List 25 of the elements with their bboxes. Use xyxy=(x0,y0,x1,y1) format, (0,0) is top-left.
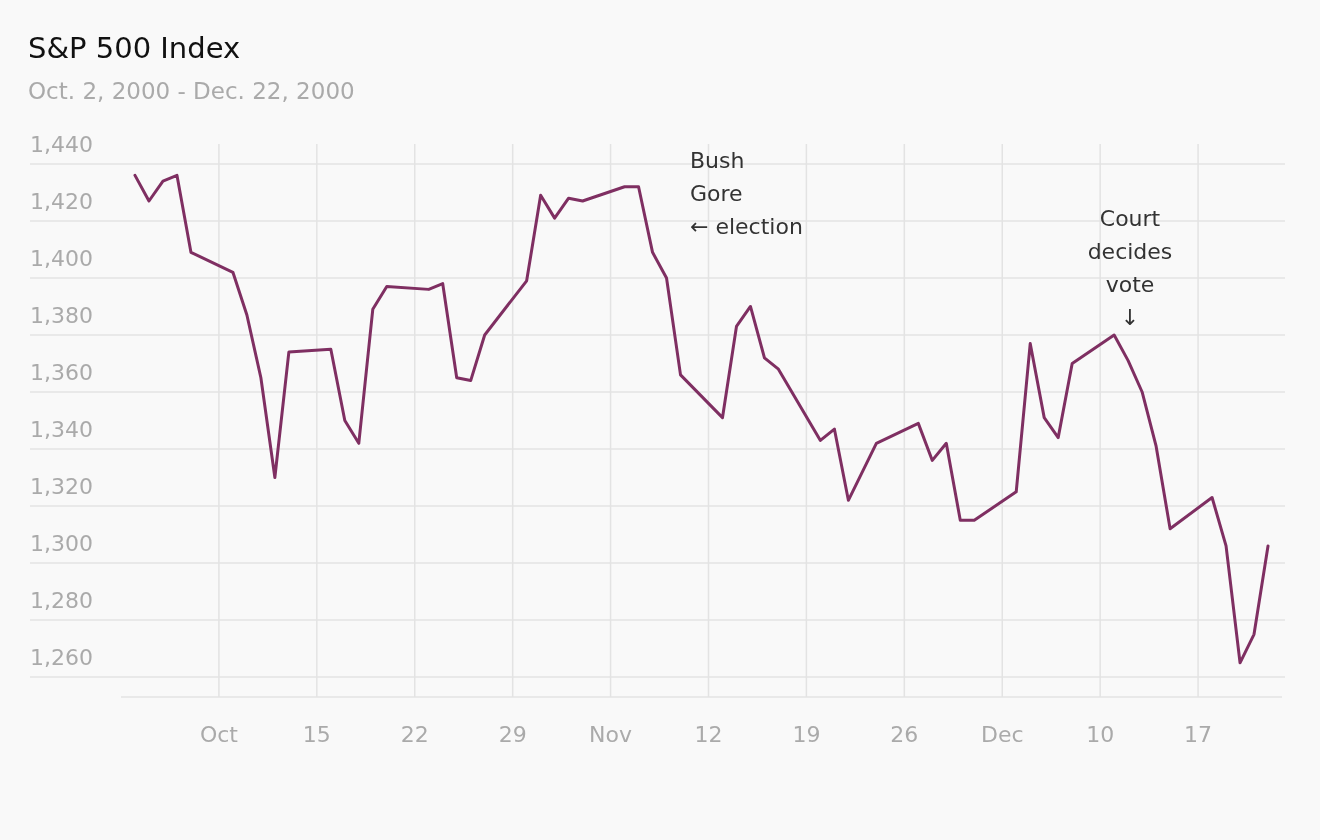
x-tick-label: Oct xyxy=(199,722,239,747)
annotation: Bush Gore ← election xyxy=(690,148,803,239)
y-tick-label: 1,420 xyxy=(30,188,93,214)
x-tick-label: 22 xyxy=(400,722,429,747)
x-tick-label: 15 xyxy=(302,722,331,747)
y-tick-label: 1,400 xyxy=(30,245,93,271)
x-tick-label: 12 xyxy=(694,722,723,747)
annotation: Court decides vote ↓ xyxy=(1087,206,1173,330)
chart-title: S&P 500 Index xyxy=(28,31,241,65)
y-tick-label: 1,340 xyxy=(30,417,93,443)
y-tick-label: 1,300 xyxy=(30,531,93,557)
y-tick-label: 1,320 xyxy=(30,474,93,500)
y-tick-label: 1,260 xyxy=(30,645,93,671)
x-tick-label: 26 xyxy=(890,722,919,747)
x-tick-label: 10 xyxy=(1086,722,1115,747)
x-tick-label: Nov xyxy=(589,722,633,747)
y-tick-label: 1,380 xyxy=(30,302,93,328)
x-tick-label: 17 xyxy=(1184,722,1213,747)
x-tick-label: 19 xyxy=(792,722,821,747)
x-tick-label: 29 xyxy=(498,722,527,747)
x-tick-label: Dec xyxy=(980,722,1024,747)
chart-subtitle: Oct. 2, 2000 - Dec. 22, 2000 xyxy=(28,78,355,104)
y-tick-label: 1,360 xyxy=(30,359,93,385)
y-tick-label: 1,440 xyxy=(30,131,93,157)
y-tick-label: 1,280 xyxy=(30,588,93,614)
